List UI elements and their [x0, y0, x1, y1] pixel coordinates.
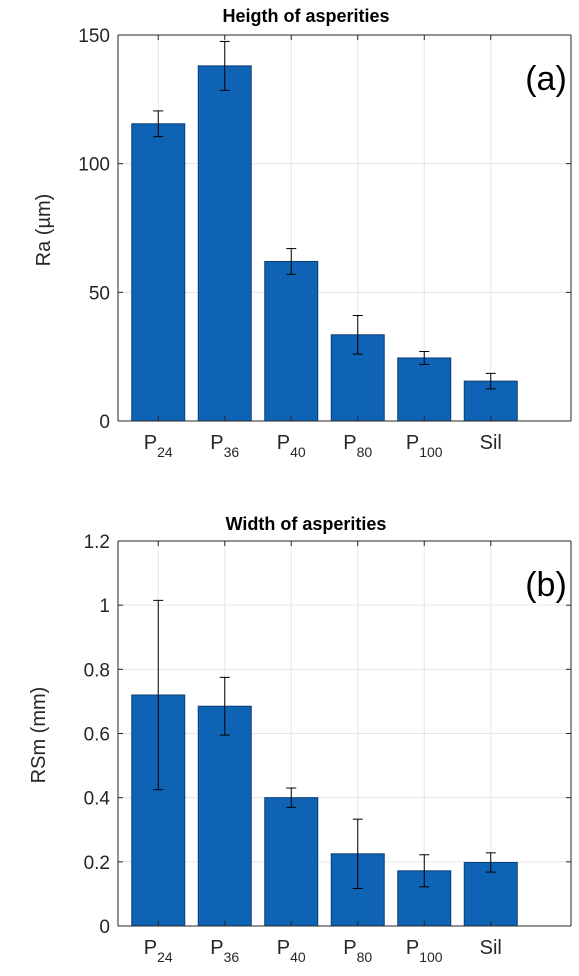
y-tick-label: 0.6: [84, 725, 110, 746]
x-tick-label: P36: [210, 937, 239, 965]
x-tick-label: P40: [277, 432, 306, 460]
x-tick-label: P80: [343, 432, 372, 460]
y-tick-label: 0.2: [84, 853, 110, 874]
x-tick-label: P36: [210, 432, 239, 460]
error-bar: [219, 676, 230, 736]
error-bar: [485, 852, 496, 873]
bar: [397, 357, 452, 422]
x-tick-label-base: P: [277, 937, 290, 959]
y-tick-label: 50: [89, 283, 110, 304]
x-tick-label-base: P: [406, 937, 419, 959]
y-tick-label: 0.4: [84, 789, 111, 810]
error-bar: [153, 599, 164, 791]
x-tick-label-subscript: 40: [290, 949, 306, 965]
panel-label: (a): [525, 60, 567, 98]
x-tick-label-base: P: [343, 937, 356, 959]
x-tick-label-base: P: [210, 432, 223, 454]
error-bar: [485, 372, 496, 390]
x-tick-label: P24: [144, 937, 173, 965]
chart-title: Heigth of asperities: [222, 6, 389, 26]
y-axis-label: RSm (mm): [28, 687, 50, 784]
error-bar: [419, 854, 430, 888]
x-tick-label-base: P: [144, 432, 157, 454]
error-bar: [219, 40, 230, 91]
y-tick-label: 0: [99, 917, 110, 938]
bar: [197, 705, 252, 927]
x-tick-label-subscript: 24: [157, 444, 173, 460]
panel-b: Width of asperities (b) RSm (mm) 0 0.2 0.4…: [28, 514, 572, 965]
bar: [131, 123, 186, 422]
x-tick-label: Sil: [480, 937, 502, 959]
y-tick-label: 1.2: [84, 532, 110, 553]
x-tick-label-base: P: [277, 432, 290, 454]
y-tick-label: 100: [78, 155, 110, 176]
chart-title: Width of asperities: [226, 514, 387, 534]
x-tick-label-subscript: 100: [419, 444, 443, 460]
x-tick-label: P40: [277, 937, 306, 965]
x-tick-label-subscript: 36: [224, 949, 240, 965]
y-tick-label: 0.8: [84, 660, 110, 681]
y-tick-label: 150: [78, 26, 110, 47]
x-tick-label-base: P: [343, 432, 356, 454]
x-tick-label: Sil: [480, 432, 502, 454]
x-tick-label-subscript: 36: [224, 444, 240, 460]
x-tick-label-subscript: 80: [357, 444, 373, 460]
x-tick-label-base: P: [210, 937, 223, 959]
panel-label: (b): [525, 566, 567, 604]
y-tick-label: 0: [99, 412, 110, 433]
error-bar: [153, 110, 164, 138]
x-tick-label: P100: [406, 937, 443, 965]
x-tick-label: P100: [406, 432, 443, 460]
x-tick-label-base: P: [406, 432, 419, 454]
x-tick-label-base: Sil: [480, 432, 502, 454]
bar: [197, 65, 252, 422]
bar: [264, 260, 319, 422]
y-tick-label: 1: [99, 596, 110, 617]
x-tick-label-subscript: 24: [157, 949, 173, 965]
panel-a: Heigth of asperities (a) Ra (µm) 0 50 100 1…: [33, 6, 572, 460]
error-bar: [286, 248, 297, 275]
x-tick-label-base: P: [144, 937, 157, 959]
error-bar: [352, 314, 363, 355]
x-tick-label-base: Sil: [480, 937, 502, 959]
error-bar: [286, 787, 297, 808]
x-tick-label-subscript: 80: [357, 949, 373, 965]
bar: [463, 861, 518, 927]
error-bar: [419, 351, 430, 365]
x-tick-label: P80: [343, 937, 372, 965]
x-tick-label: P24: [144, 432, 173, 460]
y-axis-label: Ra (µm): [33, 194, 55, 267]
x-tick-label-subscript: 40: [290, 444, 306, 460]
bar: [264, 797, 319, 927]
error-bar: [352, 818, 363, 889]
x-tick-label-subscript: 100: [419, 949, 443, 965]
